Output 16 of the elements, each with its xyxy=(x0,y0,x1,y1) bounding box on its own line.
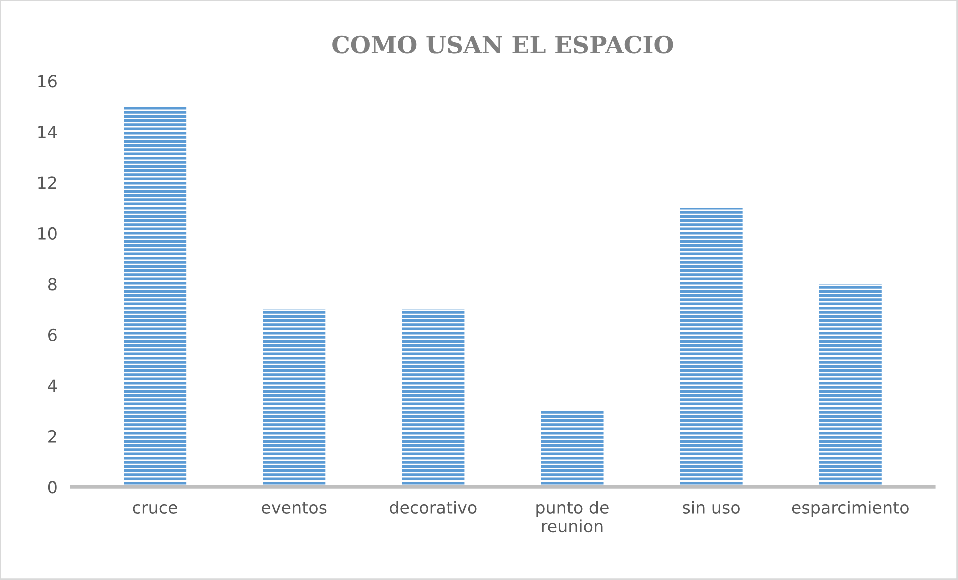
y-tick-label: 2 xyxy=(48,430,56,443)
y-tick-label: 14 xyxy=(38,126,58,138)
y-tick-label: 0 xyxy=(48,481,57,494)
y-tick-label: 6 xyxy=(48,328,57,342)
x-tick-label: sin uso xyxy=(683,501,740,514)
x-tick-label: decorativo xyxy=(390,501,477,514)
y-tick-label: 8 xyxy=(48,278,57,291)
y-tick-label: 12 xyxy=(38,176,56,190)
y-tick-label: 10 xyxy=(38,227,57,240)
x-tick-label: eventos xyxy=(262,502,327,514)
x-tick-label: esparcimiento xyxy=(792,501,909,518)
chart-title: COMO USAN EL ESPACIO xyxy=(332,36,674,54)
x-tick-label: cruce xyxy=(133,504,178,514)
y-tick-label: 4 xyxy=(48,380,58,392)
x-tick-label: punto de reunion xyxy=(536,501,609,533)
y-tick-label: 16 xyxy=(38,75,57,88)
